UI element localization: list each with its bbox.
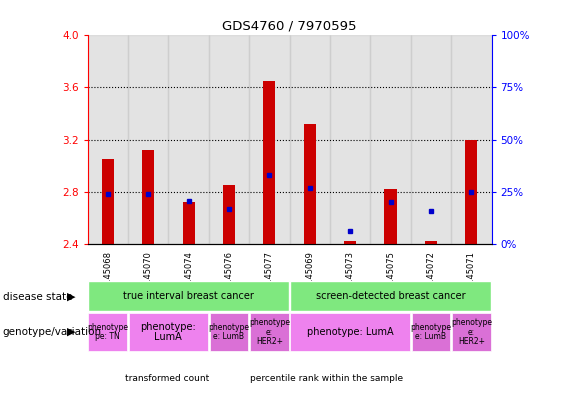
Text: true interval breast cancer: true interval breast cancer	[123, 291, 254, 301]
FancyBboxPatch shape	[88, 281, 289, 311]
Title: GDS4760 / 7970595: GDS4760 / 7970595	[222, 20, 357, 33]
Bar	[88, 35, 128, 244]
Bar	[425, 241, 437, 244]
FancyBboxPatch shape	[250, 313, 289, 351]
Bar	[168, 35, 209, 244]
FancyBboxPatch shape	[290, 281, 491, 311]
Text: percentile rank within the sample: percentile rank within the sample	[250, 375, 403, 383]
Text: phenotype
e:
HER2+: phenotype e: HER2+	[451, 318, 492, 346]
FancyBboxPatch shape	[411, 313, 450, 351]
Text: phenotype: LumA: phenotype: LumA	[307, 327, 393, 337]
Bar	[290, 35, 330, 244]
FancyBboxPatch shape	[452, 313, 491, 351]
Bar	[128, 35, 168, 244]
Bar	[451, 35, 492, 244]
Bar	[223, 185, 235, 244]
Text: genotype/variation: genotype/variation	[3, 327, 102, 337]
Bar	[249, 35, 289, 244]
Text: phenotype
pe: TN: phenotype pe: TN	[87, 323, 128, 342]
Bar	[304, 124, 316, 244]
Text: transformed count: transformed count	[125, 375, 210, 383]
Text: screen-detected breast cancer: screen-detected breast cancer	[316, 291, 466, 301]
Text: phenotype
e:
HER2+: phenotype e: HER2+	[249, 318, 290, 346]
FancyBboxPatch shape	[129, 313, 208, 351]
Bar	[330, 35, 371, 244]
Text: ▶: ▶	[67, 327, 75, 337]
Bar	[411, 35, 451, 244]
Bar	[102, 159, 114, 244]
Bar	[142, 150, 154, 244]
Text: phenotype
e: LumB: phenotype e: LumB	[208, 323, 250, 342]
FancyBboxPatch shape	[290, 313, 410, 351]
Bar	[385, 189, 397, 244]
Text: phenotype:
LumA: phenotype: LumA	[141, 322, 196, 342]
Bar	[466, 140, 477, 244]
Bar	[209, 35, 249, 244]
Bar	[371, 35, 411, 244]
Bar	[344, 241, 356, 244]
Text: phenotype
e: LumB: phenotype e: LumB	[410, 323, 451, 342]
Bar	[263, 81, 275, 244]
Text: ▶: ▶	[67, 292, 75, 302]
FancyBboxPatch shape	[210, 313, 249, 351]
FancyBboxPatch shape	[88, 313, 127, 351]
Bar	[182, 202, 194, 244]
Text: disease state: disease state	[3, 292, 72, 302]
